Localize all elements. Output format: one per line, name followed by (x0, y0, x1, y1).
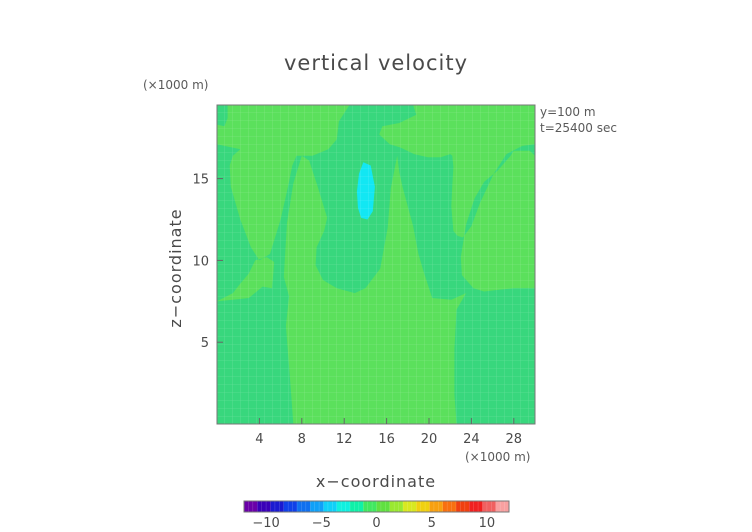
colorbar-frame (243, 500, 510, 513)
colorbar-swatch (429, 501, 444, 512)
colorbar-tick-label: 0 (372, 516, 380, 531)
x-unit-label: (×1000 m) (465, 450, 530, 464)
x-axis-title: x−coordinate (316, 472, 436, 491)
colorbar-tick-label: −5 (312, 516, 331, 531)
plot-frame (216, 104, 536, 425)
x-tick-label: 12 (336, 432, 353, 447)
chart-title: vertical velocity (284, 51, 468, 75)
annotation-time: t=25400 sec (540, 121, 617, 135)
y-tick-label: 5 (201, 336, 209, 351)
x-tick-label: 16 (378, 432, 395, 447)
colorbar-swatch (350, 501, 364, 512)
colorbar-swatch (297, 501, 311, 512)
colorbar: −10 −5 0 5 10 (243, 500, 510, 531)
annotation-y: y=100 m (540, 105, 596, 119)
colorbar-swatch (283, 501, 298, 512)
x-tick-label: 20 (421, 432, 438, 447)
colorbar-swatch (482, 501, 497, 512)
grid-overlay (217, 105, 535, 424)
colorbar-swatch (416, 501, 430, 512)
colorbar-swatch (469, 501, 483, 512)
colorbar-tick-label: −10 (252, 516, 279, 531)
colorbar-swatch (495, 501, 510, 512)
colorbar-swatch (323, 501, 338, 512)
colorbar-swatch (456, 501, 470, 512)
axis-ticks: 4 8 12 16 20 24 28 5 10 15 (192, 173, 522, 447)
colorbar-tick-label: 10 (479, 516, 496, 531)
colorbar-swatch (442, 501, 457, 512)
x-tick-label: 28 (506, 432, 523, 447)
y-axis-title: z−coordinate (166, 208, 185, 327)
plot-area (217, 105, 535, 424)
colorbar-tick-label: 5 (428, 516, 436, 531)
colorbar-swatch (336, 501, 351, 512)
colorbar-swatch (376, 501, 391, 512)
x-tick-label: 8 (298, 432, 306, 447)
y-tick-label: 10 (192, 254, 209, 269)
colorbar-swatch (257, 501, 271, 512)
y-tick-label: 15 (192, 173, 209, 188)
colorbar-swatch (244, 501, 258, 512)
x-tick-label: 24 (463, 432, 480, 447)
colorbar-swatch (363, 501, 377, 512)
x-tick-label: 4 (255, 432, 263, 447)
colorbar-swatch (270, 501, 285, 512)
colorbar-swatch (403, 501, 417, 512)
colorbar-swatch (389, 501, 404, 512)
colorbar-swatch (310, 501, 324, 512)
y-unit-label: (×1000 m) (143, 78, 208, 92)
